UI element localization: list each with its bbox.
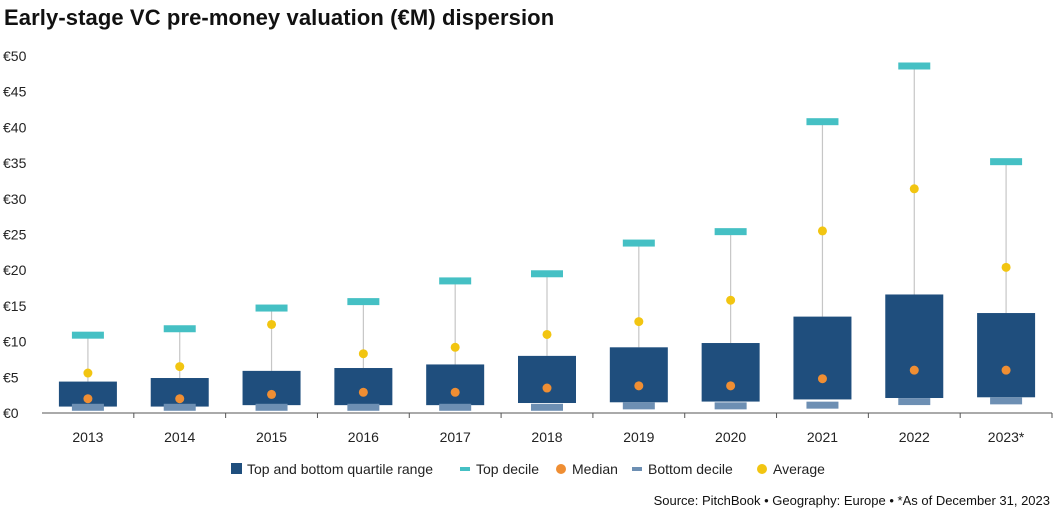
quartile-box <box>518 355 576 404</box>
x-tick-label: 2015 <box>256 429 287 445</box>
average-point <box>542 329 552 339</box>
bottom-decile-marker <box>163 403 196 411</box>
legend-swatch-average <box>757 464 767 474</box>
quartile-box <box>793 316 852 400</box>
legend-label: Median <box>572 461 618 477</box>
legend-label: Average <box>773 461 825 477</box>
average-point <box>634 317 644 327</box>
top-decile-marker <box>163 325 196 333</box>
top-decile-marker <box>714 228 747 236</box>
median-point <box>726 381 736 391</box>
y-tick-label: €20 <box>3 262 27 278</box>
median-point <box>817 374 827 384</box>
bottom-decile-marker <box>806 401 839 409</box>
average-point <box>83 368 93 378</box>
y-tick-label: €5 <box>3 369 19 385</box>
y-tick-label: €40 <box>3 119 27 135</box>
quartile-box <box>609 347 668 403</box>
average-point <box>267 319 277 329</box>
quartile-box <box>242 370 301 406</box>
x-tick-label: 2013 <box>72 429 103 445</box>
legend-swatch-median <box>556 464 566 474</box>
axes-layer: 2013 2014 2015 2016 2017 2018 2019 2020 2021 2022… <box>3 48 1053 445</box>
quartile-box <box>701 343 760 402</box>
median-point <box>542 383 552 393</box>
quartile-box <box>977 313 1036 398</box>
legend-swatch-bottom-decile <box>632 467 642 471</box>
top-decile-marker <box>898 62 931 70</box>
median-point <box>450 387 460 397</box>
average-point <box>817 226 827 236</box>
top-decile-marker <box>806 118 839 126</box>
bottom-decile-marker <box>255 403 288 411</box>
average-point <box>909 184 919 194</box>
x-tick-label: 2018 <box>531 429 562 445</box>
x-tick-label: 2020 <box>715 429 746 445</box>
bottom-decile-marker <box>71 403 104 411</box>
quartile-box-layer <box>58 294 1036 407</box>
x-tick-label: 2023* <box>988 429 1025 445</box>
y-tick-label: €50 <box>3 48 27 64</box>
legend: Top and bottom quartile range Top decile M… <box>231 461 825 477</box>
legend-label: Top and bottom quartile range <box>247 461 433 477</box>
quartile-box <box>334 368 393 406</box>
x-tick-label: 2017 <box>440 429 471 445</box>
bottom-decile-marker <box>898 398 931 406</box>
top-decile-marker <box>71 331 104 339</box>
x-tick-label: 2022 <box>899 429 930 445</box>
average-point <box>1001 262 1011 272</box>
legend-swatch-quartile <box>231 463 242 474</box>
x-tick-label: 2021 <box>807 429 838 445</box>
x-tick-label: 2019 <box>623 429 654 445</box>
x-tick-label: 2016 <box>348 429 379 445</box>
top-decile-marker <box>990 158 1023 166</box>
legend-label: Top decile <box>476 461 539 477</box>
median-point <box>175 394 185 404</box>
point-layer <box>83 184 1011 404</box>
y-tick-label: €30 <box>3 191 27 207</box>
legend-swatch-top-decile <box>460 467 470 471</box>
bottom-decile-marker <box>439 403 472 411</box>
average-point <box>450 342 460 352</box>
y-tick-label: €45 <box>3 84 27 100</box>
chart-title: Early-stage VC pre-money valuation (€M) … <box>4 5 555 30</box>
bottom-decile-marker <box>714 402 747 410</box>
y-tick-label: €0 <box>3 405 19 421</box>
y-tick-label: €15 <box>3 298 27 314</box>
average-point <box>358 349 368 359</box>
median-point <box>909 365 919 375</box>
bottom-decile-marker <box>990 397 1023 405</box>
top-decile-marker <box>531 270 563 278</box>
average-point <box>726 295 736 305</box>
median-point <box>83 394 93 404</box>
top-decile-marker <box>255 304 288 312</box>
bottom-decile-marker <box>622 402 655 410</box>
y-tick-label: €10 <box>3 334 27 350</box>
quartile-box <box>426 364 485 406</box>
whisker-layer <box>87 65 1007 382</box>
y-tick-label: €35 <box>3 155 27 171</box>
decile-marker-layer <box>71 62 1023 411</box>
top-decile-marker <box>347 298 380 306</box>
y-tick-label: €25 <box>3 227 27 243</box>
source-note: Source: PitchBook • Geography: Europe • … <box>653 493 1050 508</box>
median-point <box>358 387 368 397</box>
average-point <box>175 362 185 372</box>
median-point <box>267 389 277 399</box>
top-decile-marker <box>439 277 472 285</box>
x-tick-label: 2014 <box>164 429 195 445</box>
median-point <box>1001 365 1011 375</box>
quartile-box <box>885 294 944 399</box>
legend-label: Bottom decile <box>648 461 733 477</box>
median-point <box>634 381 644 391</box>
bottom-decile-marker <box>531 403 563 411</box>
top-decile-marker <box>622 239 655 247</box>
bottom-decile-marker <box>347 403 380 411</box>
